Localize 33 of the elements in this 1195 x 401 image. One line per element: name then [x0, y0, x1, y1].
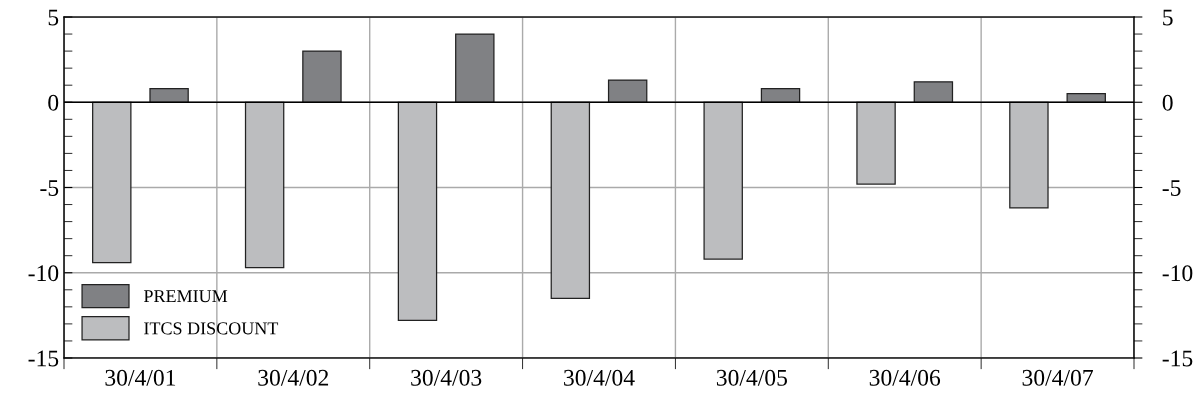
bar [397, 101, 438, 322]
y2-tick-label: 0 [1162, 94, 1173, 111]
y2-tick-label: -10 [1162, 265, 1193, 282]
bar [913, 81, 954, 103]
x-tick-label: 30/4/02 [258, 369, 329, 386]
y-tick-label: -5 [40, 180, 59, 196]
bar [703, 101, 743, 260]
x-tick-label: 30/4/06 [869, 369, 941, 386]
bar [550, 101, 591, 299]
y2-tick-label: 5 [1163, 9, 1173, 26]
bar [607, 79, 648, 103]
y2-tick-label: -5 [1162, 180, 1181, 196]
bar [244, 101, 285, 269]
legend-label: ITCS DISCOUNT [144, 322, 279, 335]
y-tick-label: -15 [28, 350, 59, 367]
bar [1066, 93, 1106, 103]
x-tick-label: 30/4/01 [105, 369, 176, 386]
bar [149, 87, 189, 103]
bar [92, 101, 132, 264]
y-tick-label: 5 [48, 9, 59, 26]
bar [302, 50, 342, 103]
y2-tick-label: -15 [1162, 350, 1193, 367]
bar [1009, 101, 1049, 209]
bar [455, 33, 495, 103]
x-tick-label: 30/4/04 [564, 369, 635, 386]
x-tick-label: 30/4/03 [411, 369, 482, 386]
legend-label: PREMIUM [143, 290, 228, 303]
y-tick-label: 0 [48, 94, 59, 111]
x-tick-label: 30/4/05 [716, 369, 788, 386]
x-tick-label: 30/4/07 [1022, 369, 1093, 386]
y-tick-label: -10 [28, 265, 59, 282]
bar [760, 87, 801, 103]
bar [856, 101, 896, 185]
